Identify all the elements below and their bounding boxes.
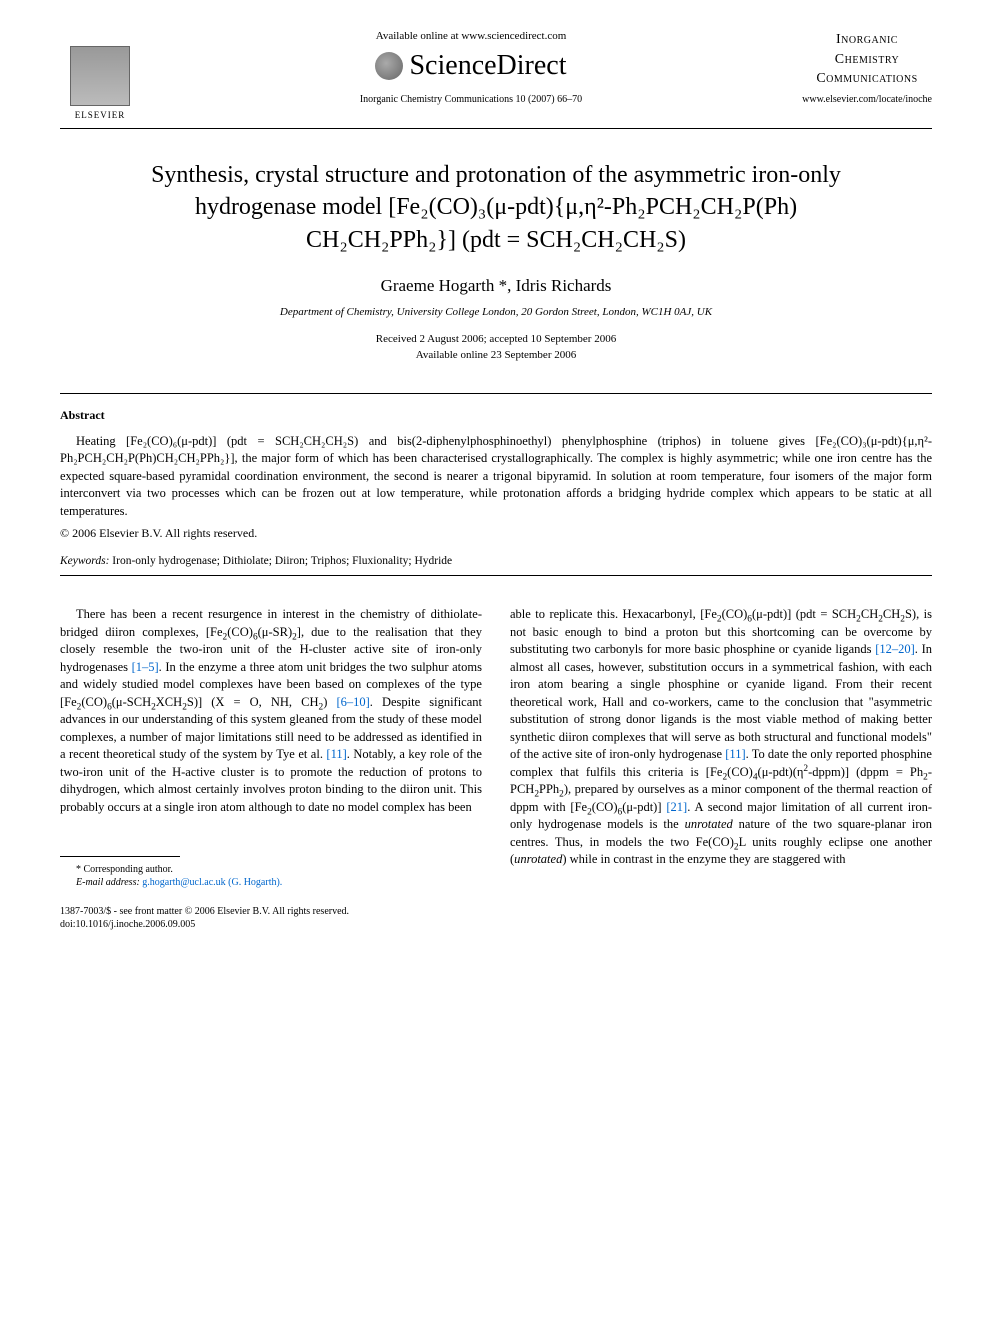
email-footnote: E-mail address: g.hogarth@ucl.ac.uk (G. …: [60, 876, 482, 889]
abstract-copyright: © 2006 Elsevier B.V. All rights reserved…: [60, 526, 932, 541]
article-title: Synthesis, crystal structure and protona…: [80, 159, 912, 256]
body-paragraph-2: able to replicate this. Hexacarbonyl, [F…: [510, 606, 932, 869]
title-line3: CH₂CH₂PPh₂}] (pdt = SCH₂CH₂CH₂S): [306, 227, 686, 253]
abstract-heading: Abstract: [60, 408, 932, 423]
received-date: Received 2 August 2006; accepted 10 Sept…: [376, 333, 616, 345]
available-date: Available online 23 September 2006: [416, 349, 576, 361]
elsevier-tree-icon: [70, 46, 130, 106]
ref-link-1-5[interactable]: [1–5]: [132, 660, 159, 674]
column-right: able to replicate this. Hexacarbonyl, [F…: [510, 606, 932, 889]
ref-link-11a[interactable]: [11]: [326, 747, 346, 761]
affiliation: Department of Chemistry, University Coll…: [60, 306, 932, 318]
abstract-text: Heating [Fe₂(CO)₆(μ-pdt)] (pdt = SCH₂CH₂…: [60, 433, 932, 521]
authors: Graeme Hogarth *, Idris Richards: [60, 276, 932, 296]
front-matter: 1387-7003/$ - see front matter © 2006 El…: [60, 905, 932, 918]
corresponding-author-note: * Corresponding author.: [60, 863, 482, 876]
sciencedirect-swirl-icon: [375, 52, 403, 80]
bottom-info: 1387-7003/$ - see front matter © 2006 El…: [60, 905, 932, 931]
column-left: There has been a recent resurgence in in…: [60, 606, 482, 889]
sciencedirect-brand: ScienceDirect: [409, 50, 566, 82]
email-link[interactable]: g.hogarth@ucl.ac.uk (G. Hogarth).: [140, 877, 283, 888]
body-columns: There has been a recent resurgence in in…: [60, 606, 932, 889]
ref-link-6-10[interactable]: [6–10]: [336, 695, 369, 709]
keywords-label: Keywords:: [60, 555, 109, 567]
ref-link-12-20[interactable]: [12–20]: [875, 642, 915, 656]
publication-dates: Received 2 August 2006; accepted 10 Sept…: [60, 332, 932, 363]
journal-name-line2: Chemistry: [802, 50, 932, 70]
title-line2: hydrogenase model [Fe₂(CO)₃(μ-pdt){μ,η²-…: [195, 194, 797, 220]
email-label: E-mail address:: [76, 877, 140, 888]
footnote-rule: [60, 856, 180, 857]
header-center: Available online at www.sciencedirect.co…: [140, 30, 802, 105]
title-line1: Synthesis, crystal structure and protona…: [151, 162, 841, 188]
sciencedirect-logo: ScienceDirect: [160, 50, 782, 82]
ref-link-11b[interactable]: [11]: [725, 747, 745, 761]
abstract-bottom-rule: [60, 575, 932, 576]
elsevier-label: ELSEVIER: [75, 110, 126, 120]
journal-name-line3: Communications: [802, 69, 932, 89]
page-header: ELSEVIER Available online at www.science…: [60, 30, 932, 129]
doi: doi:10.1016/j.inoche.2006.09.005: [60, 918, 932, 931]
keywords-text: Iron-only hydrogenase; Dithiolate; Diiro…: [109, 555, 452, 567]
abstract-top-rule: [60, 393, 932, 394]
journal-name-line1: Inorganic: [802, 30, 932, 50]
ref-link-21[interactable]: [21]: [666, 800, 687, 814]
elsevier-logo: ELSEVIER: [60, 30, 140, 120]
journal-cover: Inorganic Chemistry Communications www.e…: [802, 30, 932, 107]
journal-url: www.elsevier.com/locate/inoche: [802, 93, 932, 107]
journal-reference: Inorganic Chemistry Communications 10 (2…: [160, 94, 782, 105]
available-online-text: Available online at www.sciencedirect.co…: [160, 30, 782, 42]
body-paragraph-1: There has been a recent resurgence in in…: [60, 606, 482, 816]
abstract-body: Heating [Fe₂(CO)₆(μ-pdt)] (pdt = SCH₂CH₂…: [60, 434, 932, 518]
keywords: Keywords: Iron-only hydrogenase; Dithiol…: [60, 555, 932, 567]
